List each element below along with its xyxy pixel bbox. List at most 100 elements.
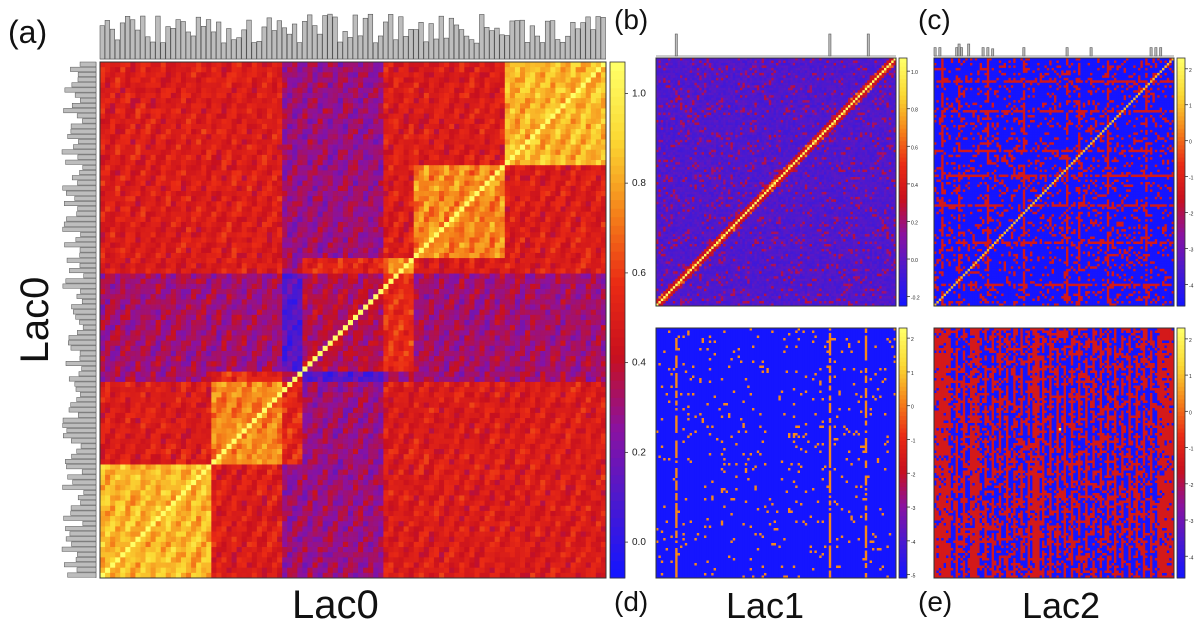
- heatmap-cell: [180, 62, 187, 68]
- heatmap-cell: [363, 221, 369, 228]
- heatmap-cell: [459, 72, 465, 78]
- heatmap-cell: [160, 273, 167, 280]
- heatmap-cell: [540, 98, 546, 104]
- heatmap-cell: [565, 283, 571, 290]
- heatmap-cell: [499, 252, 506, 259]
- heatmap-cell: [499, 232, 506, 238]
- heatmap-cell: [231, 283, 238, 290]
- heatmap-cell: [191, 77, 197, 84]
- heatmap-cell: [403, 108, 410, 114]
- heatmap-cell: [287, 108, 293, 114]
- heatmap-cell: [246, 87, 253, 94]
- heatmap-cell: [261, 118, 268, 125]
- heatmap-cell: [246, 185, 253, 192]
- heatmap-cell: [413, 129, 420, 135]
- heatmap-cell: [332, 154, 339, 161]
- heatmap-cell: [555, 227, 561, 233]
- heatmap-cell: [373, 304, 379, 311]
- heatmap-cell: [484, 263, 491, 269]
- heatmap-cell: [266, 170, 273, 176]
- heatmap-cell: [439, 160, 445, 166]
- heatmap-cell: [140, 92, 146, 99]
- heatmap-cell: [535, 62, 541, 68]
- heatmap-cell: [439, 294, 445, 300]
- heatmap-cell: [575, 252, 582, 259]
- heatmap-cell: [428, 201, 435, 207]
- heatmap-cell: [347, 227, 354, 233]
- heatmap-cell: [413, 170, 420, 176]
- heatmap-cell: [428, 258, 435, 264]
- heatmap-cell: [206, 139, 212, 145]
- heatmap-cell: [408, 149, 415, 156]
- heatmap-cell: [484, 149, 491, 156]
- heatmap-cell: [211, 165, 217, 171]
- heatmap-cell: [165, 258, 172, 264]
- heatmap-cell: [337, 216, 344, 223]
- heatmap-cell: [439, 221, 445, 228]
- heatmap-cell: [105, 175, 111, 182]
- heatmap-cell: [317, 273, 324, 280]
- heatmap-cell: [347, 309, 354, 316]
- heatmap-cell: [449, 144, 455, 151]
- heatmap-cell: [439, 113, 445, 120]
- heatmap-cell: [292, 165, 298, 171]
- heatmap-cell: [499, 170, 506, 176]
- heatmap-cell: [504, 289, 511, 295]
- heatmap-cell: [439, 191, 445, 197]
- heatmap-cell: [100, 227, 106, 233]
- heatmap-cell: [509, 160, 516, 166]
- heatmap-cell: [226, 314, 232, 321]
- heatmap-cell: [110, 180, 116, 187]
- heatmap-cell: [175, 170, 182, 176]
- heatmap-cell: [165, 273, 172, 280]
- heatmap-cell: [175, 258, 182, 264]
- heatmap-cell: [393, 216, 399, 223]
- heatmap-cell: [545, 118, 551, 125]
- heatmap-cell: [499, 92, 506, 99]
- heatmap-cell: [550, 108, 556, 114]
- heatmap-cell: [322, 67, 329, 73]
- heatmap-cell: [342, 309, 349, 316]
- heatmap-cell: [135, 123, 141, 130]
- heatmap-cell: [489, 273, 496, 280]
- heatmap-cell: [353, 134, 359, 140]
- heatmap-cell: [302, 62, 308, 68]
- heatmap-cell: [454, 299, 460, 305]
- heatmap-cell: [170, 180, 177, 187]
- heatmap-cell: [403, 113, 410, 120]
- heatmap-cell: [408, 294, 415, 300]
- heatmap-cell: [433, 144, 440, 151]
- heatmap-cell: [464, 62, 470, 68]
- heatmap-cell: [160, 299, 167, 305]
- heatmap-cell: [545, 247, 551, 254]
- heatmap-cell: [353, 118, 359, 125]
- heatmap-cell: [519, 118, 526, 125]
- heatmap-cell: [287, 103, 293, 109]
- heatmap-cell: [155, 304, 162, 311]
- heatmap-cell: [135, 62, 141, 68]
- heatmap-cell: [439, 170, 445, 176]
- heatmap-cell: [575, 72, 582, 78]
- heatmap-cell: [231, 185, 238, 192]
- heatmap-cell: [408, 314, 415, 321]
- heatmap-cell: [504, 144, 511, 151]
- heatmap-cell: [494, 149, 501, 156]
- heatmap-cell: [525, 87, 531, 94]
- heatmap-cell: [211, 201, 217, 207]
- heatmap-cell: [585, 154, 592, 161]
- heatmap-cell: [489, 113, 496, 120]
- heatmap-cell: [206, 82, 212, 89]
- heatmap-cell: [408, 211, 415, 218]
- heatmap-cell: [535, 263, 541, 269]
- heatmap-cell: [231, 108, 238, 114]
- heatmap-cell: [433, 283, 440, 290]
- heatmap-cell: [256, 165, 263, 171]
- heatmap-cell: [221, 206, 227, 213]
- heatmap-cell: [560, 144, 566, 151]
- heatmap-cell: [216, 201, 222, 207]
- heatmap-cell: [514, 196, 521, 202]
- heatmap-cell: [282, 134, 288, 140]
- heatmap-cell: [251, 113, 258, 120]
- heatmap-cell: [479, 283, 485, 290]
- heatmap-cell: [368, 196, 374, 202]
